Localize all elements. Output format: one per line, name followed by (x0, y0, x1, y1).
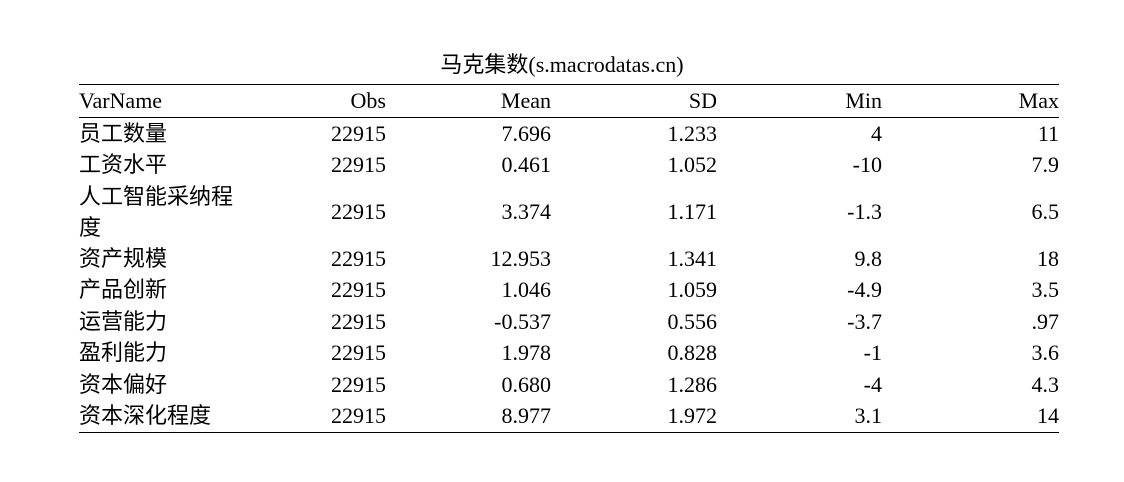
cell-mean: 0.680 (501, 371, 552, 397)
cell-varname: 资产规模 (79, 245, 168, 271)
cell-max: 3.5 (1031, 277, 1060, 302)
cell-mean: 1.046 (501, 277, 552, 302)
table-row: 员工数量 22915 7.696 1.233 4 11 (79, 117, 1059, 149)
cell-sd: 1.286 (667, 371, 718, 397)
cell-sd: 1.972 (667, 403, 718, 428)
cell-obs: 22915 (331, 371, 386, 397)
table-body: 员工数量 22915 7.696 1.233 4 11 工资水平 22915 0… (79, 117, 1059, 432)
cell-varname: 运营能力 (79, 308, 168, 334)
cell-sd: 1.059 (667, 277, 718, 302)
cell-obs: 22915 (331, 152, 386, 177)
cell-sd: 1.341 (667, 245, 718, 271)
cell-varname: 员工数量 (79, 120, 168, 146)
cell-max: 7.9 (1031, 152, 1060, 177)
cell-obs: 22915 (331, 403, 386, 428)
cell-max: 11 (1037, 120, 1059, 146)
cell-obs: 22915 (331, 198, 386, 224)
cell-min: -1.3 (847, 198, 882, 224)
cell-max: 18 (1037, 245, 1059, 271)
table-row: 盈利能力 22915 1.978 0.828 -1 3.6 (79, 337, 1059, 369)
cell-mean: 7.696 (501, 120, 552, 146)
cell-min: 4 (871, 120, 882, 146)
cell-obs: 22915 (331, 245, 386, 271)
cell-max: .97 (1031, 308, 1060, 334)
cell-max: 3.6 (1031, 340, 1060, 365)
cell-sd: 1.052 (667, 152, 718, 177)
table-row: 资本深化程度 22915 8.977 1.972 3.1 14 (79, 400, 1059, 432)
table-row: 资本偏好 22915 0.680 1.286 -4 4.3 (79, 369, 1059, 401)
table-header: VarName Obs Mean SD Min Max (79, 84, 1059, 117)
cell-obs: 22915 (331, 308, 386, 334)
cell-min: -4.9 (847, 277, 882, 302)
cell-mean: 8.977 (501, 403, 552, 428)
header-max: Max (1018, 88, 1059, 113)
cell-obs: 22915 (331, 340, 386, 365)
cell-varname: 人工智能采纳程度 (79, 183, 234, 240)
cell-min: -10 (852, 152, 882, 177)
table-row: 资产规模 22915 12.953 1.341 9.8 18 (79, 243, 1059, 275)
cell-mean: 1.978 (501, 340, 552, 365)
cell-obs: 22915 (331, 277, 386, 302)
header-obs: Obs (350, 88, 386, 113)
cell-mean: -0.537 (494, 308, 551, 334)
header-min: Min (845, 88, 882, 113)
cell-max: 4.3 (1031, 371, 1060, 397)
header-sd: SD (688, 88, 717, 113)
cell-varname: 资本深化程度 (79, 403, 212, 429)
cell-mean: 3.374 (501, 198, 552, 224)
cell-min: -3.7 (847, 308, 882, 334)
table-row: 产品创新 22915 1.046 1.059 -4.9 3.5 (79, 274, 1059, 306)
cell-sd: 1.233 (667, 120, 718, 146)
table-row: 运营能力 22915 -0.537 0.556 -3.7 .97 (79, 306, 1059, 338)
summary-statistics-table: VarName Obs Mean SD Min Max 员工数量 22915 7… (79, 84, 1059, 433)
header-mean: Mean (500, 88, 551, 113)
cell-varname: 资本偏好 (79, 371, 168, 397)
header-varname: VarName (79, 88, 163, 113)
cell-varname: 盈利能力 (79, 340, 168, 366)
cell-min: -1 (863, 340, 882, 365)
table-title: 马克集数(s.macrodatas.cn) (440, 52, 684, 77)
table-row: 工资水平 22915 0.461 1.052 -10 7.9 (79, 149, 1059, 181)
table-row: 人工智能采纳程度 22915 3.374 1.171 -1.3 6.5 (79, 181, 1059, 243)
cell-sd: 1.171 (667, 198, 718, 224)
cell-varname: 产品创新 (79, 277, 168, 303)
cell-max: 6.5 (1031, 198, 1060, 224)
cell-max: 14 (1037, 403, 1059, 428)
header-row: VarName Obs Mean SD Min Max (79, 84, 1059, 117)
cell-obs: 22915 (331, 120, 386, 146)
cell-min: 3.1 (854, 403, 883, 428)
cell-min: 9.8 (854, 245, 883, 271)
cell-min: -4 (863, 371, 882, 397)
cell-varname: 工资水平 (79, 152, 168, 178)
cell-mean: 0.461 (501, 152, 552, 177)
cell-mean: 12.953 (490, 245, 552, 271)
cell-sd: 0.556 (667, 308, 718, 334)
cell-sd: 0.828 (667, 340, 718, 365)
